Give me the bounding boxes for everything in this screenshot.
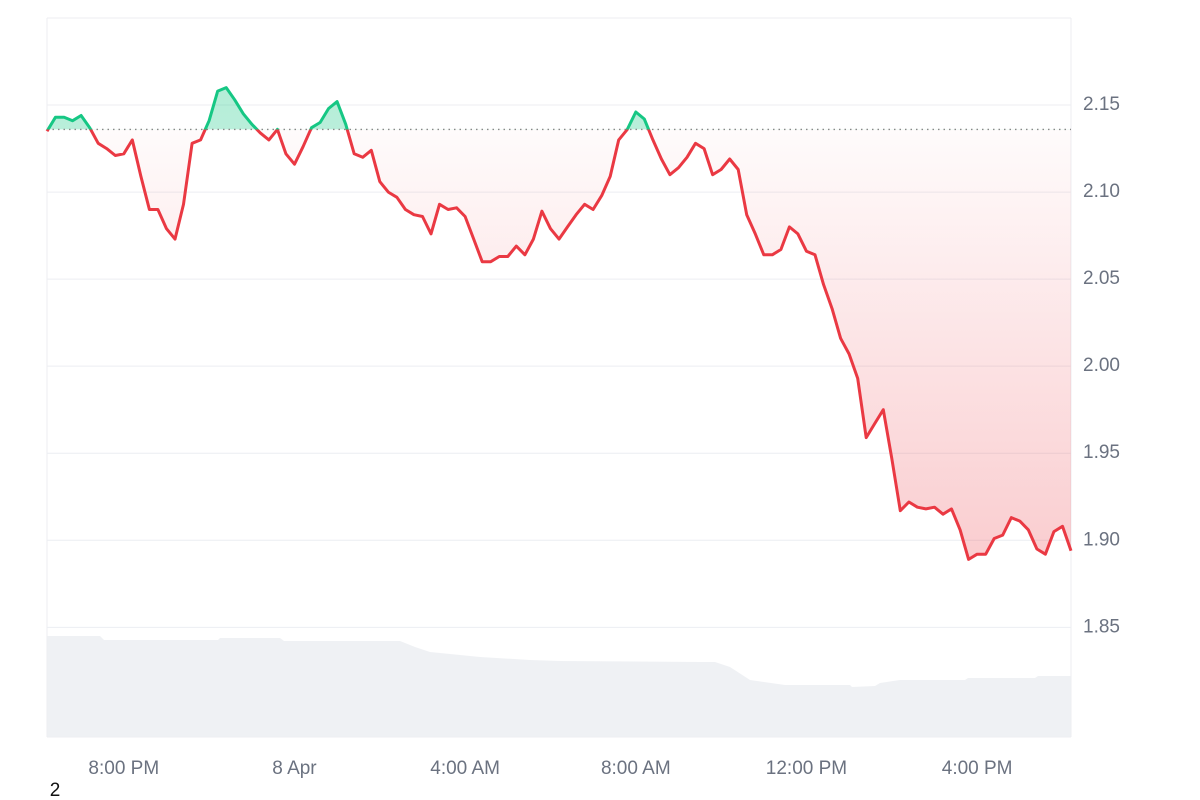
- price-line: [45, 86, 1073, 561]
- y-tick-label: 1.90: [1083, 529, 1120, 550]
- x-tick-label: 8 Apr: [272, 758, 317, 779]
- y-tick-label: 1.95: [1083, 442, 1120, 463]
- change-area: [47, 87, 1071, 560]
- volume-area: [47, 636, 1071, 737]
- y-tick-label: 2.00: [1083, 355, 1120, 376]
- footnote: 2: [50, 780, 61, 800]
- x-tick-label: 4:00 AM: [430, 758, 500, 779]
- x-tick-label: 4:00 PM: [942, 758, 1013, 779]
- x-tick-label: 12:00 PM: [766, 758, 847, 779]
- y-tick-label: 2.05: [1083, 268, 1120, 289]
- y-tick-label: 2.15: [1083, 94, 1120, 115]
- x-tick-label: 8:00 PM: [88, 758, 159, 779]
- y-tick-label: 1.85: [1083, 616, 1120, 637]
- y-tick-label: 2.10: [1083, 181, 1120, 202]
- x-tick-label: 8:00 AM: [601, 758, 671, 779]
